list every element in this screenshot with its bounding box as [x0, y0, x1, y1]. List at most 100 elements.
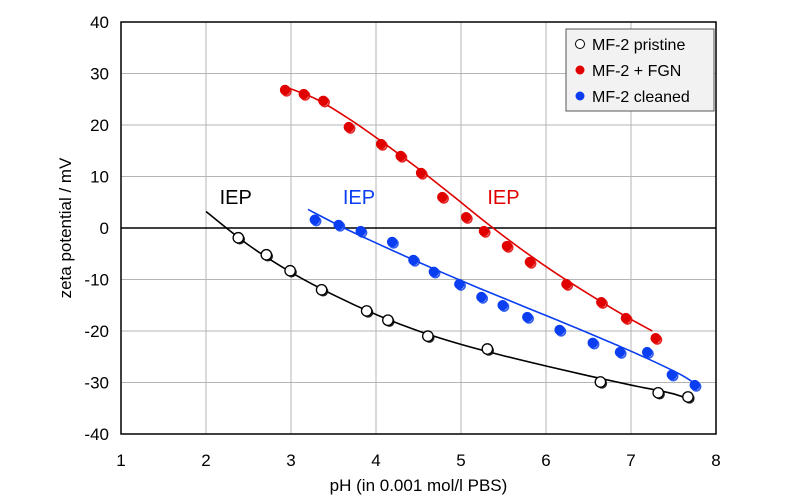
data-points — [232, 84, 702, 404]
fit-line-2 — [307, 208, 700, 388]
data-point — [650, 333, 663, 345]
x-tick-label: 7 — [626, 451, 635, 470]
data-point — [355, 225, 368, 238]
fit-line-1 — [282, 85, 653, 332]
data-point-marker — [318, 95, 329, 106]
legend-label: MF-2 pristine — [592, 37, 685, 54]
data-point-marker — [524, 256, 536, 268]
data-point-marker — [343, 121, 354, 133]
data-point — [594, 376, 608, 389]
data-point-marker — [587, 337, 598, 349]
data-point-marker — [454, 278, 465, 290]
y-tick-label: -20 — [84, 322, 109, 341]
data-point — [284, 264, 297, 278]
x-tick-label: 8 — [711, 451, 720, 470]
y-tick-label: 10 — [90, 168, 109, 187]
data-point-marker — [315, 283, 328, 296]
y-tick-label: -10 — [84, 271, 109, 290]
data-point — [497, 300, 510, 312]
data-point-marker — [614, 346, 626, 358]
data-point-marker — [596, 296, 607, 308]
data-point-marker — [478, 225, 490, 237]
y-tick-label: 40 — [90, 13, 109, 32]
data-point — [596, 296, 608, 309]
data-point-marker — [386, 236, 398, 248]
data-point — [501, 240, 514, 253]
data-point-marker — [641, 346, 653, 358]
data-point — [524, 256, 537, 269]
data-point-marker — [666, 369, 677, 380]
data-point — [415, 167, 428, 180]
data-point-marker — [395, 150, 406, 162]
data-point-marker — [279, 84, 291, 96]
plot-frame — [120, 21, 717, 435]
data-point — [478, 225, 491, 238]
data-point — [232, 231, 245, 245]
y-tick-labels: -40 -30 -20 -10 0 10 20 30 40 — [84, 13, 109, 444]
x-tick-label: 6 — [541, 451, 550, 470]
data-point — [437, 191, 449, 204]
x-tick-label: 1 — [116, 451, 125, 470]
data-point — [428, 266, 441, 279]
data-point-marker — [476, 291, 487, 303]
data-point — [481, 343, 495, 356]
iep-annotation: IEP — [220, 187, 252, 209]
data-point-marker — [408, 254, 419, 266]
data-point-marker — [522, 311, 533, 323]
data-point-marker — [561, 278, 572, 290]
data-point-marker — [594, 376, 607, 388]
data-point — [587, 337, 600, 350]
legend-marker — [575, 91, 585, 101]
data-point — [279, 84, 292, 97]
data-point — [408, 254, 421, 267]
legend-marker — [575, 65, 585, 75]
annotations: IEP IEP IEP — [220, 187, 520, 209]
data-point-marker — [554, 324, 565, 336]
data-point — [318, 95, 330, 108]
data-point — [333, 219, 346, 232]
data-point-marker — [428, 266, 439, 277]
data-point-marker — [260, 248, 273, 261]
fit-line-0 — [205, 210, 691, 402]
data-point — [620, 312, 633, 325]
data-point-marker — [620, 312, 632, 324]
data-point-marker — [382, 314, 394, 327]
data-point-marker — [333, 219, 344, 231]
data-point-marker — [232, 231, 245, 244]
data-point-marker — [501, 240, 513, 252]
y-tick-label: 0 — [100, 219, 109, 238]
data-point-marker — [360, 305, 373, 317]
y-axis-label: zeta potential / mV — [56, 157, 75, 298]
data-point-marker — [689, 379, 700, 391]
data-point-marker — [460, 211, 472, 223]
data-point-marker — [437, 191, 448, 203]
data-point-marker — [421, 330, 434, 342]
x-tick-label: 3 — [286, 451, 295, 470]
data-point — [309, 214, 322, 227]
data-point — [689, 379, 702, 392]
data-point-marker — [375, 138, 387, 150]
legend-label: MF-2 cleaned — [592, 89, 690, 106]
x-axis-label: pH (in 0.001 mol/l PBS) — [330, 476, 508, 495]
legend: MF-2 pristine MF-2 + FGN MF-2 cleaned — [565, 28, 715, 112]
data-point-marker — [481, 343, 494, 355]
data-point — [554, 324, 567, 337]
data-point-marker — [355, 225, 366, 237]
data-point — [476, 291, 489, 304]
data-point — [682, 391, 695, 404]
data-point-marker — [682, 391, 694, 403]
x-tick-label: 5 — [456, 451, 465, 470]
iep-annotation: IEP — [487, 187, 519, 209]
data-point — [298, 88, 311, 101]
y-tick-label: -40 — [84, 425, 109, 444]
data-point — [460, 211, 473, 224]
x-tick-label: 4 — [371, 451, 380, 470]
data-point — [454, 278, 466, 291]
data-point-marker — [309, 214, 320, 225]
data-point — [522, 311, 534, 324]
iep-annotation: IEP — [343, 187, 375, 209]
data-point — [652, 386, 665, 400]
data-point — [614, 346, 627, 359]
data-point-marker — [497, 300, 508, 311]
